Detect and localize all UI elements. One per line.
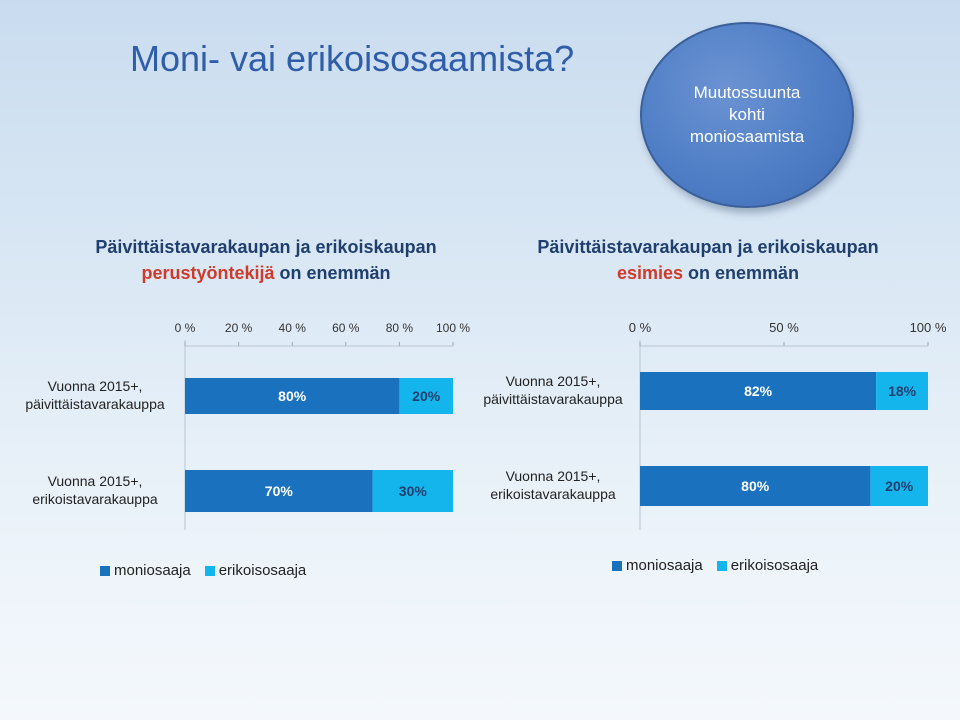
- left-data-label-moniosaaja-0: 80%: [278, 388, 307, 404]
- left-chart-title: Päivittäistavarakaupan ja erikoiskaupan …: [88, 234, 444, 286]
- legend-swatch: [716, 560, 727, 571]
- right-category-label: Vuonna 2015+,: [506, 468, 601, 484]
- legend-label: erikoisosaaja: [730, 557, 819, 574]
- right-category-label: erikoistavarakauppa: [490, 486, 616, 502]
- right-bar-moniosaaja-0: [640, 372, 877, 410]
- right-bar-erikoisosaaja-1: [870, 466, 928, 506]
- left-legend-moniosaaja: moniosaaja: [100, 562, 191, 579]
- left-bar-moniosaaja-0: [185, 378, 400, 414]
- left-x-tick-label: 0 %: [175, 321, 196, 335]
- callout-line-3: moniosaamista: [689, 127, 805, 146]
- left-bar-erikoisosaaja-0: [399, 378, 453, 414]
- right-x-tick-label: 0 %: [629, 320, 652, 335]
- right-data-label-moniosaaja-0: 82%: [744, 383, 773, 399]
- right-chart-title-line1: Päivittäistavarakaupan ja erikoiskaupan: [537, 237, 879, 257]
- right-data-label-moniosaaja-1: 80%: [741, 478, 770, 494]
- right-bar-moniosaaja-1: [640, 466, 871, 506]
- left-category-label: Vuonna 2015+,: [48, 473, 143, 489]
- left-category-label: Vuonna 2015+,: [48, 378, 143, 394]
- right-bar-erikoisosaaja-0: [876, 372, 928, 410]
- legend-label: moniosaaja: [114, 562, 191, 579]
- left-legend: moniosaaja erikoisosaaja: [100, 562, 314, 579]
- right-chart-title-rest: on enemmän: [683, 263, 800, 283]
- callout-line-1: Muutossuunta: [693, 83, 801, 102]
- left-chart-title-highlight: perustyöntekijä: [141, 263, 275, 283]
- left-x-tick-label: 80 %: [386, 321, 414, 335]
- left-legend-erikoisosaaja: erikoisosaaja: [204, 562, 307, 579]
- right-chart-title-highlight: esimies: [616, 263, 684, 283]
- right-data-label-erikoisosaaja-1: 20%: [885, 478, 914, 494]
- right-legend-moniosaaja: moniosaaja: [612, 557, 703, 574]
- legend-label: erikoisosaaja: [218, 562, 307, 579]
- left-category-label: erikoistavarakauppa: [32, 491, 158, 507]
- right-x-tick-label: 100 %: [910, 320, 947, 335]
- left-data-label-moniosaaja-1: 70%: [265, 483, 294, 499]
- left-chart-title-line1: Päivittäistavarakaupan ja erikoiskaupan: [95, 237, 437, 257]
- left-category-label: päivittäistavarakauppa: [25, 396, 165, 412]
- legend-label: moniosaaja: [626, 557, 703, 574]
- left-chart-title-rest: on enemmän: [274, 263, 391, 283]
- right-legend: moniosaaja erikoisosaaja: [612, 557, 826, 574]
- left-x-tick-label: 100 %: [436, 321, 470, 335]
- left-data-label-erikoisosaaja-1: 30%: [399, 483, 428, 499]
- left-bar-moniosaaja-1: [185, 470, 373, 512]
- left-data-label-erikoisosaaja-0: 20%: [412, 388, 441, 404]
- legend-swatch: [100, 565, 110, 576]
- left-bar-erikoisosaaja-1: [372, 470, 453, 512]
- callout-circle: Muutossuunta kohti moniosaamista: [640, 22, 854, 208]
- legend-swatch: [612, 560, 622, 571]
- left-x-tick-label: 20 %: [225, 321, 253, 335]
- left-x-tick-label: 40 %: [279, 321, 307, 335]
- left-x-tick-label: 60 %: [332, 321, 360, 335]
- right-category-label: Vuonna 2015+,: [506, 373, 601, 389]
- callout-line-2: kohti: [729, 105, 765, 124]
- right-chart-title: Päivittäistavarakaupan ja erikoiskaupan …: [530, 234, 886, 286]
- right-data-label-erikoisosaaja-0: 18%: [888, 383, 917, 399]
- right-legend-erikoisosaaja: erikoisosaaja: [716, 557, 819, 574]
- right-x-tick-label: 50 %: [769, 320, 799, 335]
- slide-title: Moni- vai erikoisosaamista?: [130, 38, 575, 79]
- right-category-label: päivittäistavarakauppa: [483, 391, 623, 407]
- legend-swatch: [204, 565, 215, 576]
